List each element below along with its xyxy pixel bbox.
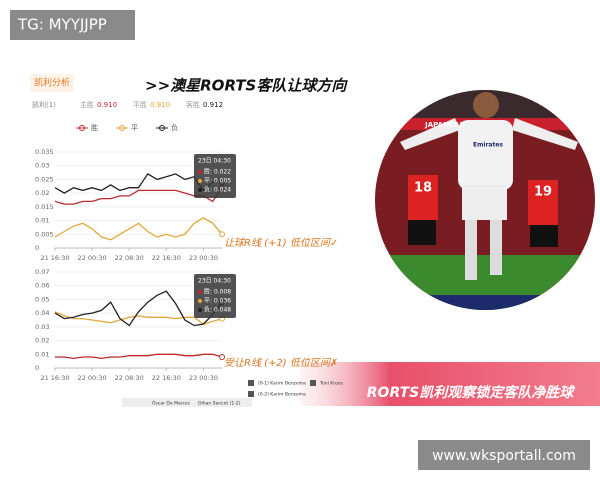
badge: TG: MYYJJPP bbox=[17, 16, 107, 34]
tooltip-bg bbox=[194, 154, 236, 198]
y-tick-label: 0.03 bbox=[35, 323, 49, 331]
photo bbox=[375, 90, 595, 310]
tab: 凯利分析 bbox=[34, 77, 70, 89]
tooltip-dot bbox=[198, 179, 202, 183]
footer-event: (0-1) Karim Benzema bbox=[258, 381, 306, 387]
x-tick-label: 23 00:30 bbox=[189, 254, 218, 262]
tooltip-item: 负: 0.024 bbox=[204, 186, 231, 194]
y-tick-label: 0.02 bbox=[35, 189, 49, 197]
kelly-item-label: 主胜 bbox=[80, 100, 94, 109]
kelly-item-label: 客胜 bbox=[186, 100, 200, 109]
watermark: www.wksportall.com bbox=[432, 448, 576, 464]
y-tick-label: 0.015 bbox=[35, 203, 54, 211]
y-tick-label: 0 bbox=[35, 364, 39, 372]
y-tick-label: 0.01 bbox=[35, 217, 49, 225]
x-tick-label: 22 00:30 bbox=[78, 254, 107, 262]
x-tick-label: 22 16:30 bbox=[152, 254, 181, 262]
y-tick-label: 0.02 bbox=[35, 337, 49, 345]
series-line bbox=[54, 217, 223, 241]
kelly-item-value: 0.912 bbox=[203, 101, 223, 109]
tooltip-title: 23日 04:30 bbox=[198, 278, 231, 285]
footer-player: Óscar De Marcos bbox=[152, 400, 191, 407]
photo-text: Emirates bbox=[473, 142, 503, 149]
photo-text: JAPANCAR bbox=[424, 121, 465, 129]
photo-text: 18 bbox=[414, 181, 432, 196]
photo-text: 19 bbox=[534, 185, 552, 200]
annotation: 受让R线 (+2) 低位区间✗ bbox=[224, 357, 338, 369]
tooltip-dot bbox=[198, 290, 202, 294]
banner: RORTS凯利观察锁定客队净胜球 bbox=[367, 384, 576, 401]
y-tick-label: 0.005 bbox=[35, 230, 54, 238]
tooltip-item: 平: 0.036 bbox=[204, 298, 231, 305]
y-tick-label: 0 bbox=[35, 244, 39, 252]
event-icon bbox=[310, 380, 316, 386]
y-tick-label: 0.035 bbox=[35, 148, 54, 156]
y-tick-label: 0.04 bbox=[35, 309, 49, 317]
tooltip-dot bbox=[198, 170, 202, 174]
badge-bg bbox=[10, 10, 135, 40]
tooltip-item: 胜: 0.022 bbox=[204, 168, 231, 176]
tooltip-item: 胜: 0.008 bbox=[204, 288, 231, 296]
x-tick-label: 22 00:30 bbox=[78, 374, 107, 382]
x-tick-label: 21 16:30 bbox=[40, 374, 69, 382]
x-tick-label: 23 00:30 bbox=[189, 374, 218, 382]
legend-label: 平 bbox=[131, 124, 138, 132]
y-tick-label: 0.01 bbox=[35, 350, 49, 358]
annotation: 让球R线 (+1) 低位区间✓ bbox=[224, 237, 338, 249]
series-line bbox=[54, 290, 223, 327]
y-tick-label: 0.03 bbox=[35, 162, 49, 170]
x-tick-label: 21 16:30 bbox=[40, 254, 69, 262]
y-tick-label: 0.05 bbox=[35, 295, 49, 303]
watermark-bg bbox=[418, 440, 590, 470]
series-line bbox=[54, 311, 223, 325]
kelly-label: 凯利(1) bbox=[32, 100, 56, 109]
tooltip-dot bbox=[198, 188, 202, 192]
series-line bbox=[55, 353, 223, 360]
x-tick-label: 22 08:30 bbox=[115, 374, 144, 382]
tooltip-title: 23日 04:30 bbox=[198, 158, 231, 165]
footer-event: Toni Kroos bbox=[319, 381, 343, 387]
banner-bg bbox=[300, 362, 600, 406]
footer-player: Oihan Sancet (1-2) bbox=[198, 401, 241, 407]
x-tick-label: 22 16:30 bbox=[152, 374, 181, 382]
event-icon bbox=[248, 380, 254, 386]
kelly-item-value: 0.910 bbox=[97, 101, 117, 109]
tooltip-dot bbox=[198, 299, 202, 303]
kelly-item-label: 平胜 bbox=[133, 100, 147, 109]
headline: >>澳星RORTS客队让球方向 bbox=[145, 77, 348, 95]
end-point bbox=[219, 231, 225, 238]
x-tick-label: 22 08:30 bbox=[115, 254, 144, 262]
y-tick-label: 0.06 bbox=[35, 282, 49, 290]
kelly-item-value: 0.910 bbox=[150, 101, 170, 109]
legend-label: 负 bbox=[171, 123, 178, 132]
tooltip-bg bbox=[194, 274, 236, 318]
legend-label: 胜 bbox=[91, 123, 98, 132]
event-icon bbox=[248, 391, 254, 397]
tooltip-dot bbox=[198, 308, 202, 312]
footer-event: (0-2) Karim Benzema bbox=[258, 392, 306, 398]
tooltip-item: 平: 0.005 bbox=[204, 178, 231, 185]
y-tick-label: 0.025 bbox=[35, 175, 54, 183]
y-tick-label: 0.07 bbox=[35, 268, 49, 276]
end-point bbox=[219, 354, 225, 361]
tab-bg bbox=[30, 74, 74, 92]
tooltip-item: 负: 0.048 bbox=[204, 306, 231, 314]
footer-bar bbox=[122, 398, 252, 407]
